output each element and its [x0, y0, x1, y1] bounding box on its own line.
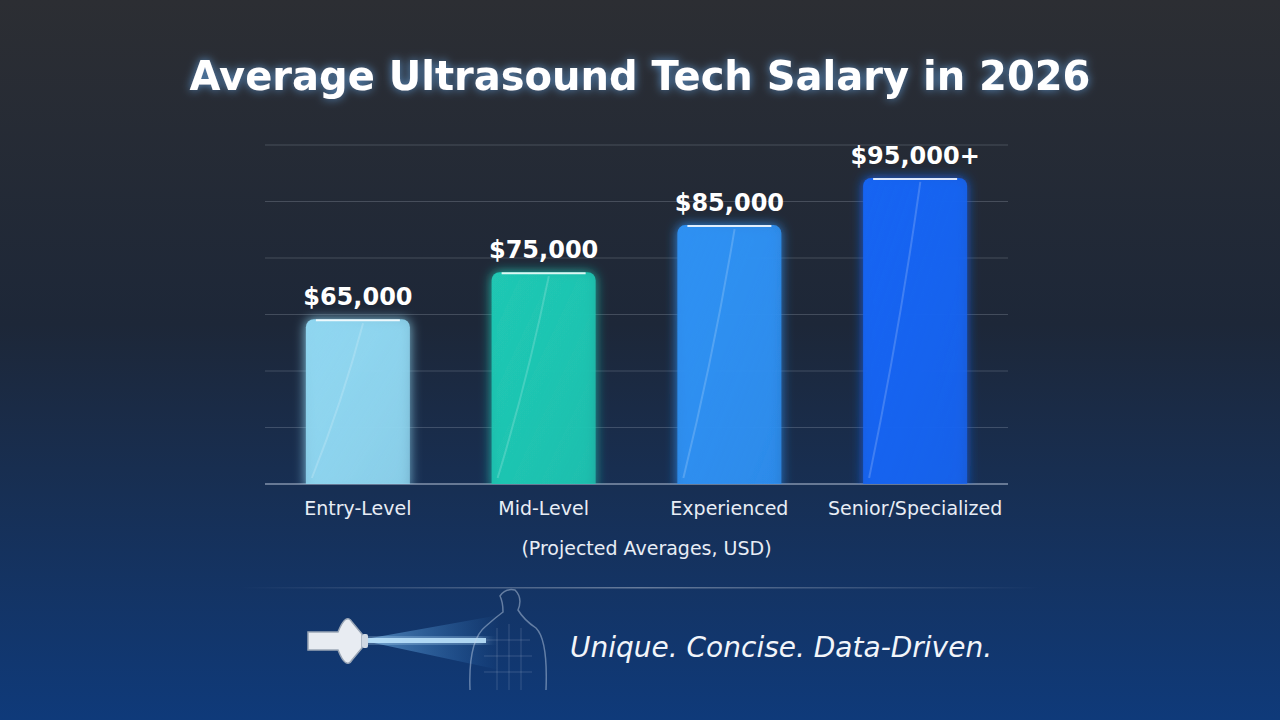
bars	[306, 178, 967, 484]
chart-title: Average Ultrasound Tech Salary in 2026	[190, 53, 1091, 99]
x-tick-label: Entry-Level	[304, 497, 411, 519]
data-label: $75,000	[489, 236, 598, 264]
bar-highlight	[687, 225, 771, 227]
x-tick-label: Experienced	[670, 497, 788, 519]
data-label: $85,000	[675, 189, 784, 217]
x-tick-label: Mid-Level	[498, 497, 589, 519]
bar-sheen	[869, 182, 920, 478]
tagline: Unique. Concise. Data-Driven.	[570, 631, 992, 664]
probe-icon	[308, 590, 546, 690]
bar	[492, 272, 596, 484]
background	[0, 0, 1280, 720]
x-axis-title: (Projected Averages, USD)	[521, 537, 771, 559]
bar	[677, 225, 781, 484]
chart-root: Average Ultrasound Tech Salary in 2026 $6…	[0, 0, 1280, 720]
data-label: $65,000	[303, 283, 412, 311]
bar-highlight	[873, 178, 957, 180]
bar-sheen	[312, 323, 363, 478]
data-label: $95,000+	[850, 142, 979, 170]
x-tick-label: Senior/Specialized	[828, 497, 1002, 519]
bar	[863, 178, 967, 484]
bar	[306, 319, 410, 484]
bar-highlight	[502, 272, 586, 274]
bar-sheen	[498, 276, 549, 478]
bar-highlight	[316, 319, 400, 321]
bar-sheen	[683, 229, 734, 478]
divider	[240, 587, 1040, 589]
